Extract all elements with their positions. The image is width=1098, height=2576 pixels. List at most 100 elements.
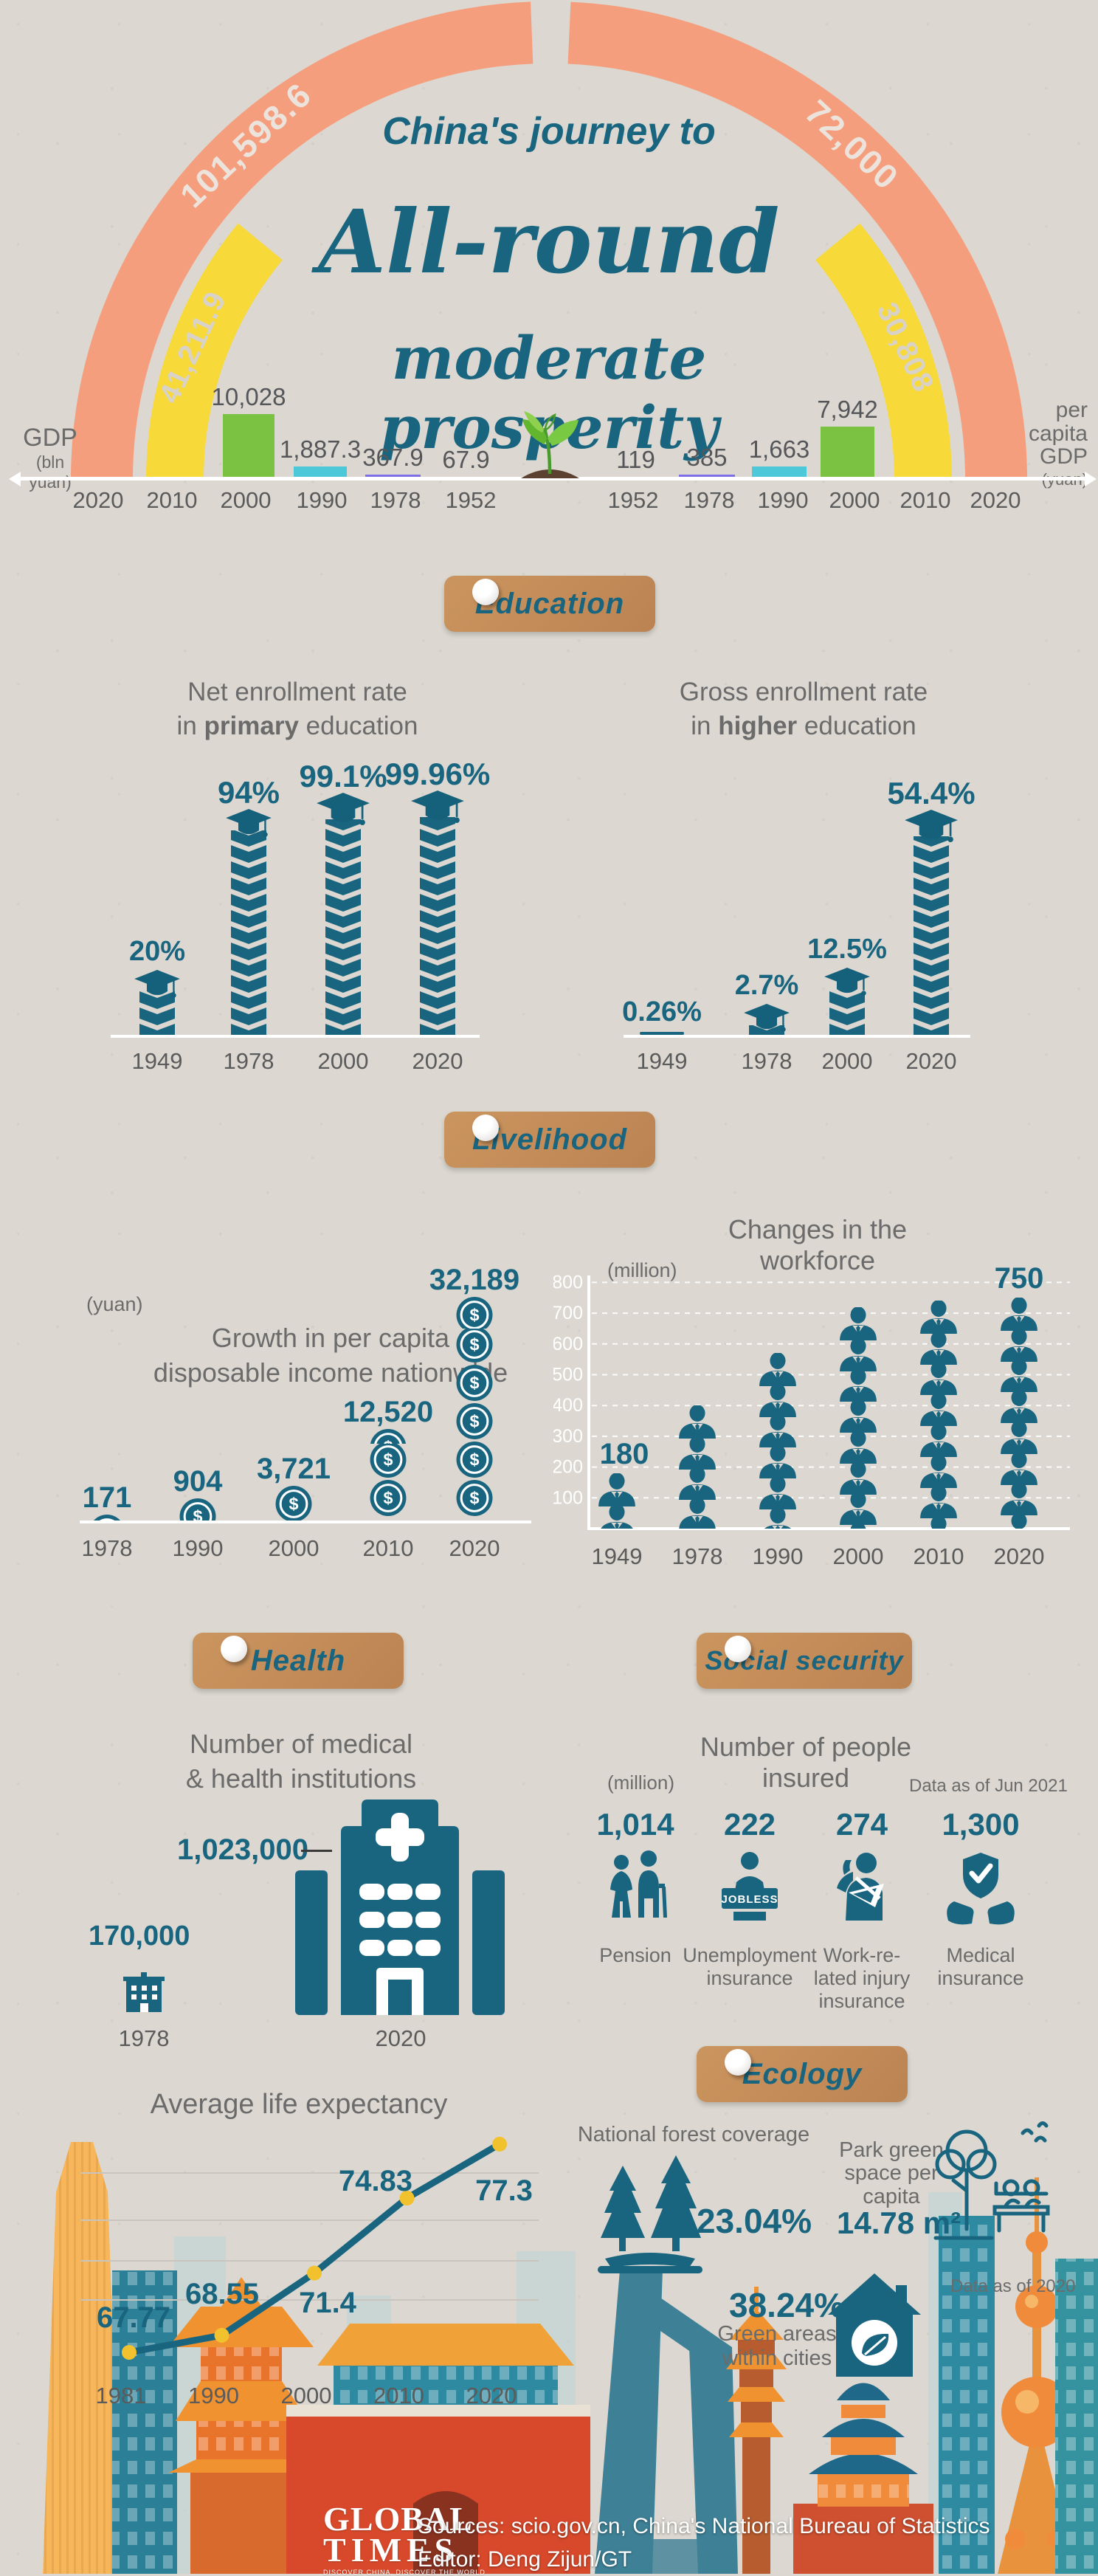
park-label-l3: capita (863, 2184, 920, 2208)
person-icon (1001, 1481, 1037, 1516)
footer-sources: Sources: scio.gov.cn, China's National B… (418, 2514, 990, 2538)
tag-education-label: Education (474, 587, 625, 620)
chevron-bar (914, 836, 949, 1035)
park-label-l1: Park green (839, 2138, 944, 2162)
income-title-l2: disposable income nationwide (153, 1357, 508, 1388)
gauge-year: 2000 (220, 487, 272, 513)
gauge-baseline-arrow-right (1085, 471, 1098, 486)
person-unit (756, 1382, 799, 1421)
workforce-unit: (million) (607, 1259, 677, 1281)
jobless-icon: JOBLESS (721, 1852, 778, 1921)
workforce-title: Changes in the workforce (728, 1214, 908, 1275)
gauge-year: 2000 (829, 487, 880, 513)
pin-icon (725, 2049, 751, 2076)
person-icon (759, 1353, 796, 1386)
coin-icon: $ (456, 1297, 493, 1329)
insured-label-line: Unemployment (683, 1944, 817, 1966)
person-icon (601, 1504, 633, 1529)
pin-icon (472, 579, 499, 605)
forest-trees-icon (598, 2155, 702, 2273)
svg-text:200: 200 (553, 1457, 583, 1478)
graduation-cap-icon (411, 790, 464, 823)
gdp-axis-label: GDP (23, 424, 77, 452)
life-year: 2010 (373, 2383, 424, 2408)
income-year: 2000 (268, 1535, 320, 1561)
green-areas-value: 38.24% (729, 2286, 845, 2324)
graduation-cap-icon (905, 809, 958, 842)
coin-unit-partial: $ (452, 1296, 497, 1329)
green-label-l1: Green areas (717, 2322, 837, 2346)
person-unit (837, 1491, 880, 1529)
coin-icon: $ (179, 1498, 216, 1521)
coin-icon: $ (370, 1442, 407, 1478)
coin-icon: $ (456, 1365, 493, 1401)
person-unit (998, 1298, 1040, 1335)
workforce-grid: 100 200 300 400 500 600 700 800 (553, 1272, 1070, 1530)
person-unit (837, 1399, 880, 1436)
svg-text:$: $ (469, 1374, 479, 1393)
medical-institutions-title: Number of medical & health institutions (186, 1727, 416, 1797)
edu-year: 2020 (412, 1048, 463, 1074)
person-icon (920, 1301, 957, 1334)
workforce-year: 1978 (671, 1543, 723, 1569)
coin-stack-1978: $ (84, 1514, 130, 1521)
life-expectancy-title: Average life expectancy (150, 2089, 448, 2120)
edu-value-label: 54.4% (887, 775, 976, 810)
gauge-arc-right-inner (815, 223, 952, 481)
gdp-mini-bar-label: 119 (616, 446, 655, 473)
person-unit (998, 1450, 1040, 1489)
insured-value: 274 (835, 1807, 888, 1842)
edu-value-label: 94% (217, 774, 280, 810)
workforce-value-label: 180 (599, 1438, 649, 1470)
life-year: 2020 (466, 2383, 517, 2408)
person-icon (759, 1413, 796, 1448)
person-unit (917, 1301, 960, 1337)
pension-icon-wrap (597, 1850, 674, 1930)
svg-text:$: $ (469, 1489, 479, 1508)
injury-icon (837, 1853, 884, 1921)
person-unit (676, 1405, 719, 1442)
person-unit (998, 1389, 1040, 1427)
person-icon (930, 1515, 947, 1529)
person-icon (764, 1506, 792, 1529)
institutions-year-1978: 1978 (118, 2025, 170, 2051)
person-icon (1001, 1450, 1037, 1485)
gauge-year: 2020 (970, 487, 1021, 513)
tag-education: Education (444, 576, 655, 632)
edu-bar-2000 (829, 989, 865, 1035)
income-title-l1: Growth in per capita (211, 1323, 450, 1353)
gdp-mini-bar-label: 385 (686, 444, 728, 471)
gauge-year: 2020 (72, 487, 124, 513)
coin-unit-partial: $ (365, 1428, 411, 1444)
medical-shield-icon (947, 1853, 1015, 1925)
coin-unit: $ (452, 1402, 497, 1444)
gdp-mini-bar-1990 (294, 466, 347, 480)
person-unit (917, 1330, 960, 1368)
person-unit (595, 1473, 638, 1510)
edu-cap-2000 (824, 967, 870, 1003)
edu-cap-2020 (411, 790, 464, 831)
pcgdp-axis-title: per capita GDP (yuan) (1014, 399, 1088, 488)
chevron-bar (139, 991, 175, 1035)
gauge-baseline-arrow-left (1, 471, 21, 486)
person-icon (840, 1429, 877, 1464)
edu-right-title-pre: in (691, 711, 719, 740)
svg-text:$: $ (383, 1450, 393, 1470)
edu-year: 1978 (223, 1048, 274, 1074)
chevron-bar (231, 830, 266, 1035)
hospital-large-icon (295, 1800, 505, 2015)
tag-health: Health (193, 1633, 404, 1689)
coin-unit: $ (452, 1326, 497, 1367)
coin-icon: $ (456, 1442, 493, 1478)
park-bench-icon (933, 2121, 1050, 2240)
insured-label-line: insurance (937, 1967, 1024, 1989)
edu-left-title-bold: primary (204, 711, 299, 740)
person-icon (679, 1497, 716, 1529)
header-title-line2: All-round (318, 190, 780, 293)
person-unit (917, 1453, 960, 1492)
person-stack-1990 (756, 1353, 799, 1529)
graduation-cap-icon (824, 967, 870, 996)
health-title-l2: & health institutions (185, 1763, 417, 1794)
coin-icon: $ (370, 1480, 407, 1516)
person-stack-1949 (595, 1473, 638, 1529)
